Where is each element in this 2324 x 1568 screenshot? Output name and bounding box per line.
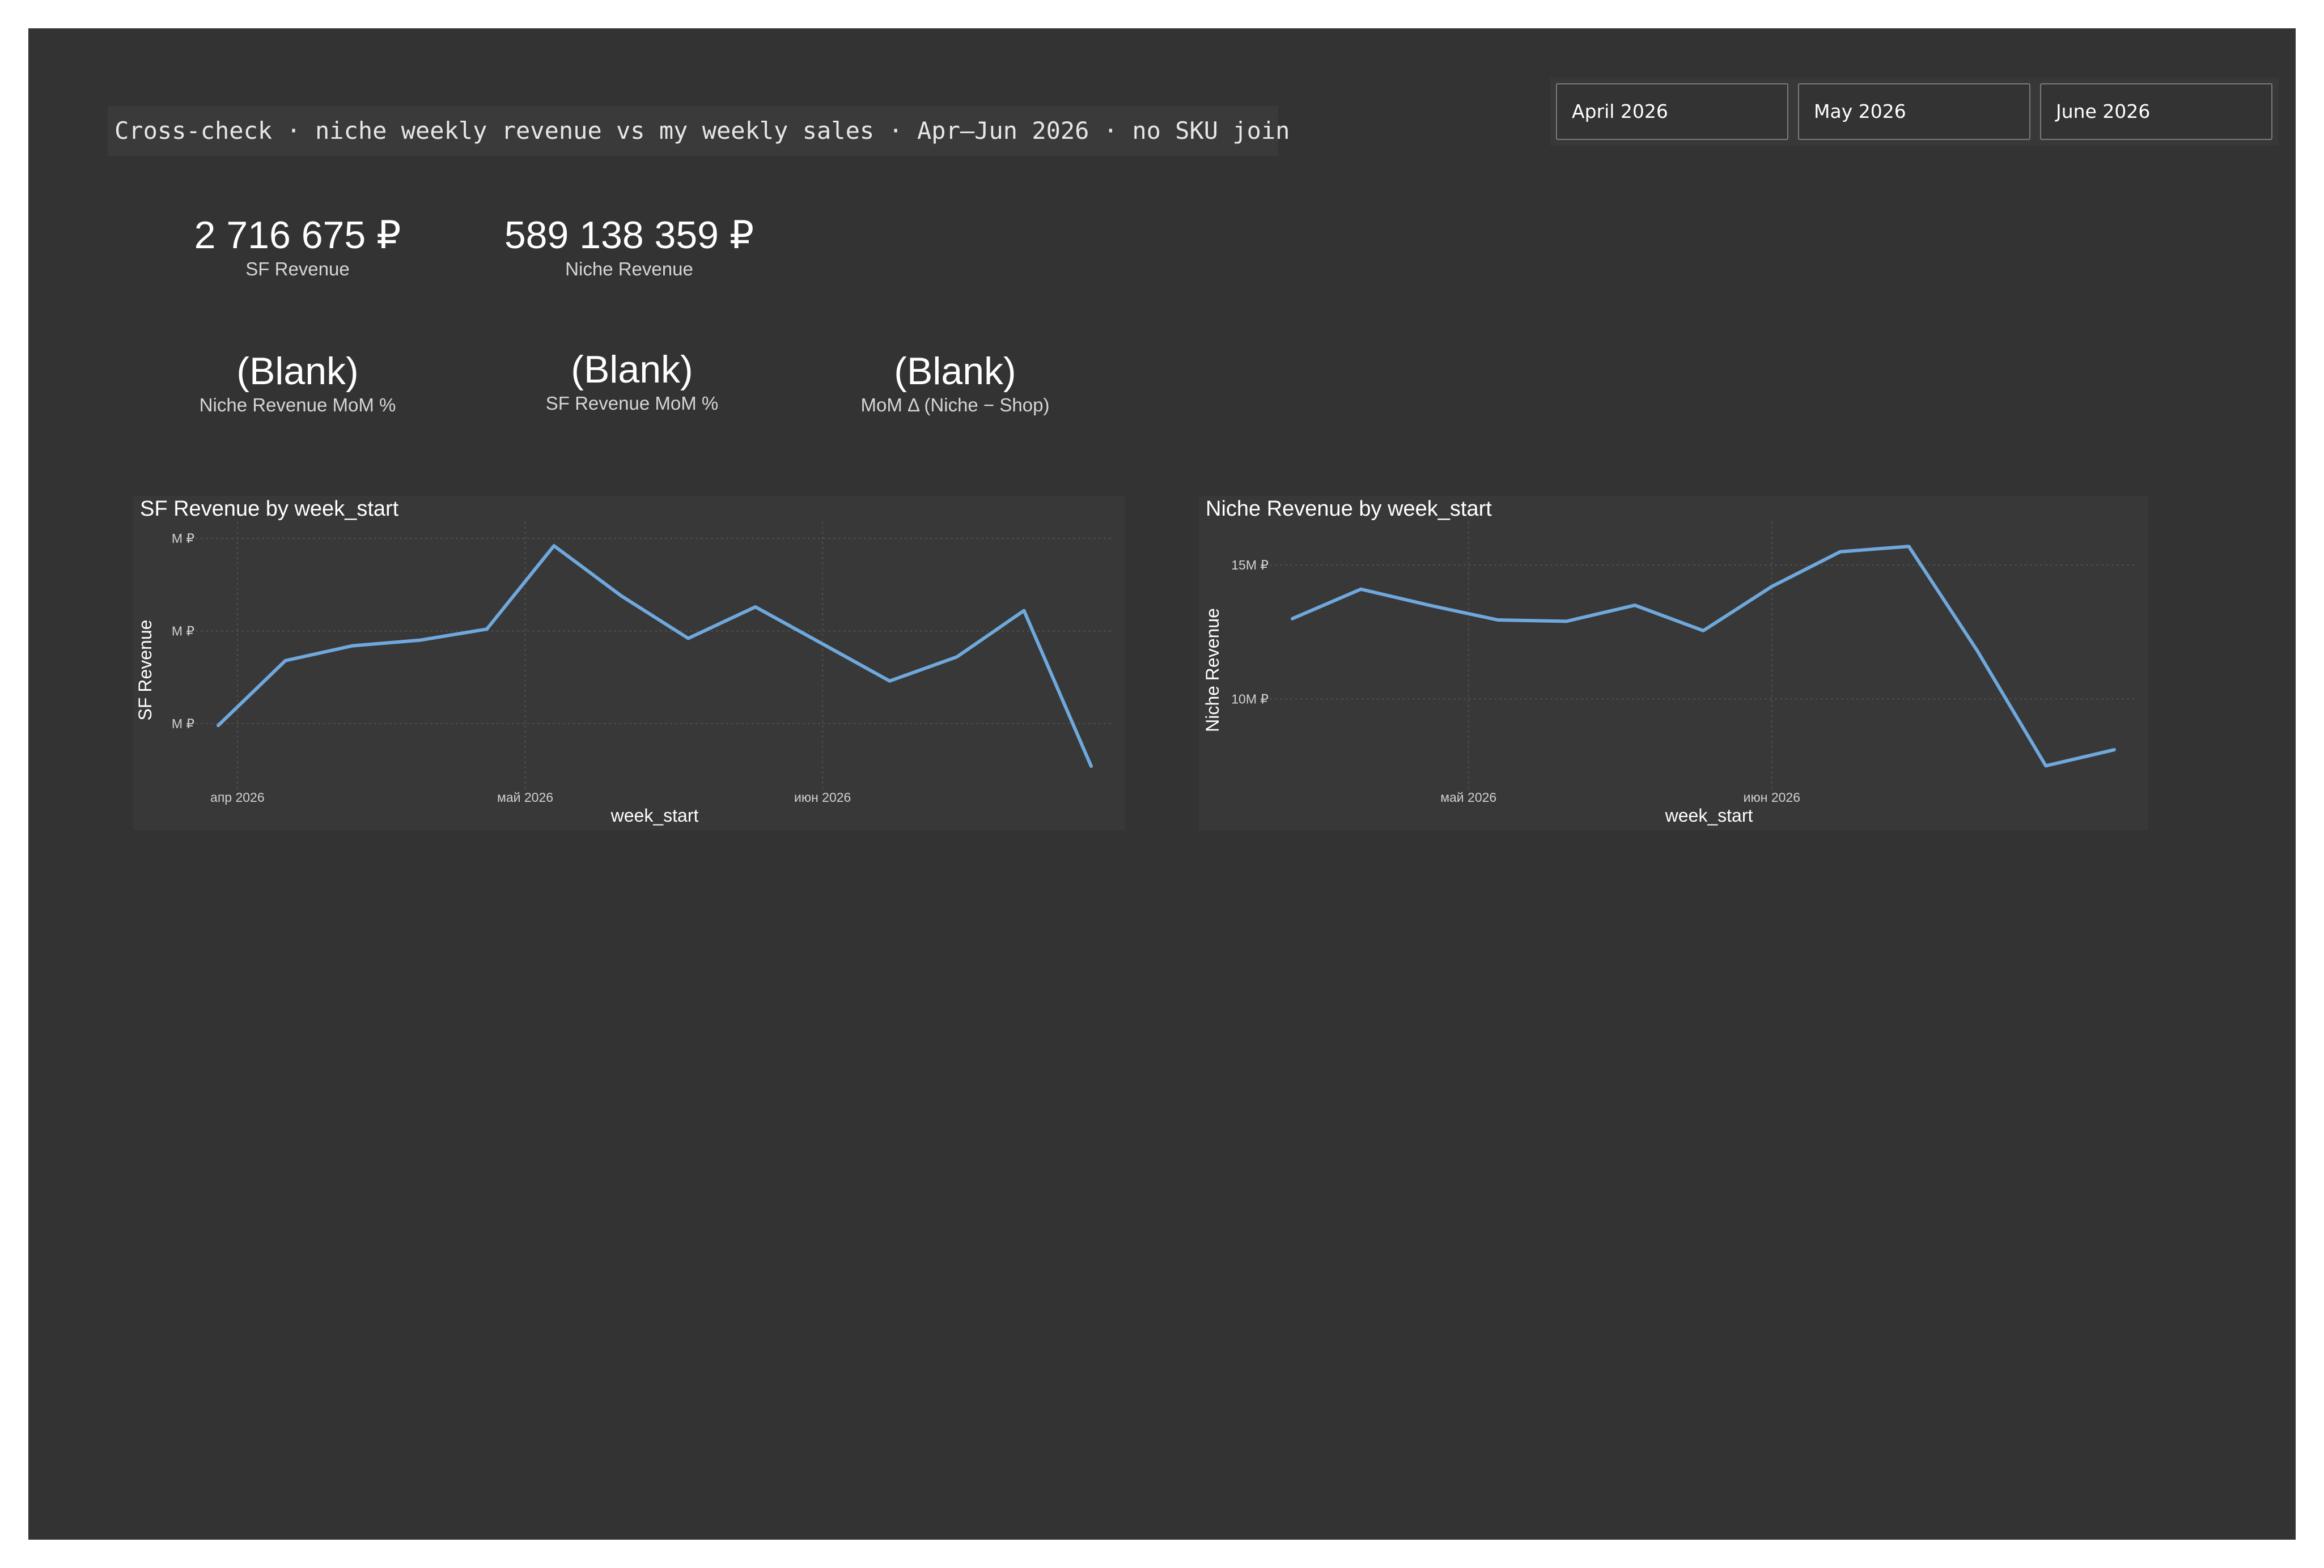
y-axis-label: SF Revenue — [135, 620, 155, 721]
niche-mom-card[interactable]: (Blank) Niche Revenue MoM % — [153, 349, 442, 417]
sf-mom-label: SF Revenue MoM % — [545, 393, 719, 414]
sf-mom-card[interactable]: (Blank) SF Revenue MoM % — [487, 347, 777, 415]
page-title: Cross-check · niche weekly revenue vs my… — [108, 106, 1290, 156]
niche-revenue-card[interactable]: 589 138 359 ₽ Niche Revenue — [482, 213, 777, 281]
y-tick-label: M ₽ — [172, 716, 194, 731]
y-tick-label: 10M ₽ — [1231, 691, 1269, 706]
sf-revenue-card[interactable]: 2 716 675 ₽ SF Revenue — [164, 213, 431, 281]
y-tick-label: 15M ₽ — [1231, 558, 1269, 572]
niche-revenue-chart[interactable]: Niche Revenue by week_start 15M ₽ 10M ₽ ма… — [1199, 496, 2148, 830]
sf-chart-title: SF Revenue by week_start — [140, 497, 399, 521]
x-tick-label: май 2026 — [1440, 790, 1496, 805]
sf-revenue-chart-svg: M ₽ M ₽ M ₽ апр 2026 май 2026 июн 2026 week_st… — [135, 521, 1114, 826]
series-line — [217, 544, 1093, 768]
slicer-option-april[interactable]: April 2026 — [1556, 83, 1788, 140]
series-line — [1291, 545, 2116, 768]
mom-delta-label: MoM Δ (Niche − Shop) — [860, 394, 1050, 415]
sf-revenue-value: 2 716 675 ₽ — [194, 214, 401, 257]
report-canvas: Cross-check · niche weekly revenue vs my… — [28, 28, 2296, 1540]
niche-chart-title: Niche Revenue by week_start — [1206, 497, 1492, 521]
x-axis-label: week_start — [610, 805, 699, 826]
sf-revenue-label: SF Revenue — [245, 258, 350, 279]
niche-revenue-value: 589 138 359 ₽ — [504, 214, 754, 257]
niche-revenue-label: Niche Revenue — [565, 258, 693, 279]
x-tick-label: май 2026 — [497, 790, 553, 805]
niche-mom-label: Niche Revenue MoM % — [199, 394, 396, 415]
month-slicer: April 2026 May 2026 June 2026 — [1550, 78, 2279, 146]
x-tick-label: июн 2026 — [1744, 790, 1800, 805]
mom-delta-card[interactable]: (Blank) MoM Δ (Niche − Shop) — [811, 349, 1100, 417]
x-tick-label: апр 2026 — [210, 790, 265, 805]
y-axis-label: Niche Revenue — [1202, 608, 1223, 732]
sf-revenue-chart[interactable]: SF Revenue by week_start M ₽ M ₽ M ₽ апр 20… — [133, 496, 1125, 830]
y-tick-label: M ₽ — [172, 531, 194, 546]
slicer-option-may[interactable]: May 2026 — [1798, 83, 2030, 140]
niche-mom-value: (Blank) — [236, 350, 359, 393]
x-tick-label: июн 2026 — [794, 790, 851, 805]
mom-delta-value: (Blank) — [894, 350, 1016, 393]
slicer-option-june[interactable]: June 2026 — [2040, 83, 2272, 140]
x-axis-label: week_start — [1665, 805, 1753, 826]
y-tick-label: M ₽ — [172, 623, 194, 638]
sf-mom-value: (Blank) — [571, 348, 693, 391]
